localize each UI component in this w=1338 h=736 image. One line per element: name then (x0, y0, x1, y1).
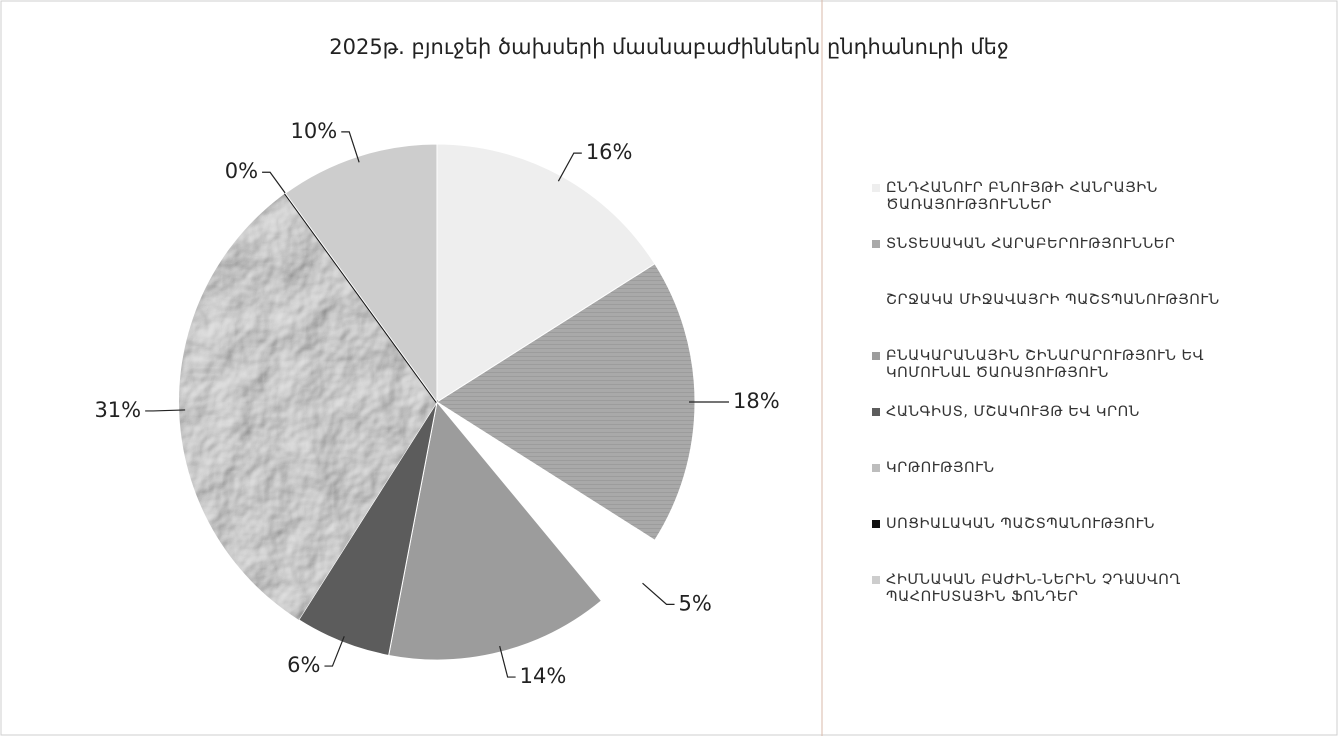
legend-label: ՀԱՆԳԻՍՏ, ՄՇԱԿՈՒՅԹ ԵՎ ԿՐՈՆ (886, 404, 1140, 420)
legend-label: ՍՈՑԻԱԼԱԿԱՆ ՊԱՇՏՊԱՆՈՒԹՅՈՒՆ (886, 516, 1155, 532)
data-label: 16% (586, 140, 633, 164)
leader-line (262, 171, 290, 199)
legend-item: ՀԱՆԳԻՍՏ, ՄՇԱԿՈՒՅԹ ԵՎ ԿՐՈՆ (872, 404, 1272, 460)
leader-line (145, 409, 186, 412)
leader-line (324, 636, 345, 667)
legend-item: ՀԻՄՆԱԿԱՆ ԲԱԺԻՆ-ՆԵՐԻՆ ՉԴԱՍՎՈՂ ՊԱՀՈՒՍՏԱՅԻՆ… (872, 572, 1272, 628)
leader-line (341, 131, 360, 163)
legend-swatch (872, 184, 880, 192)
data-label: 14% (520, 664, 567, 688)
legend-swatch (872, 464, 880, 472)
data-label: 5% (679, 591, 712, 615)
leader-line (499, 645, 516, 678)
legend-swatch (872, 296, 880, 304)
slice-texture (178, 193, 437, 620)
legend-label: ԲՆԱԿԱՐԱՆԱՅԻՆ ՇԻՆԱՐԱՐՈՒԹՅՈՒՆ ԵՎ ԿՈՄՈՒՆԱԼ … (886, 348, 1205, 381)
data-label: 31% (94, 398, 141, 422)
legend-item: ՏՆՏԵՍԱԿԱՆ ՀԱՐԱԲԵՐՈՒԹՅՈՒՆՆԵՐ (872, 236, 1272, 292)
legend-label: ՀԻՄՆԱԿԱՆ ԲԱԺԻՆ-ՆԵՐԻՆ ՉԴԱՍՎՈՂ ՊԱՀՈՒՍՏԱՅԻՆ… (886, 572, 1181, 605)
legend-label: ՏՆՏԵՍԱԿԱՆ ՀԱՐԱԲԵՐՈՒԹՅՈՒՆՆԵՐ (886, 236, 1176, 252)
legend-swatch (872, 408, 880, 416)
legend-item: ՇՐՋԱԿԱ ՄԻՋԱՎԱՅՐԻ ՊԱՇՏՊԱՆՈՒԹՅՈՒՆ (872, 292, 1272, 348)
leader-line (642, 582, 675, 605)
legend-label: ԿՐԹՈՒԹՅՈՒՆ (886, 460, 995, 476)
legend-item: ԿՐԹՈՒԹՅՈՒՆ (872, 460, 1272, 516)
legend: ԸՆԴՀԱՆՈՒՐ ԲՆՈՒՅԹԻ ՀԱՆՐԱՅԻՆ ԾԱՌԱՅՈՒԹՅՈՒՆՆ… (872, 180, 1272, 628)
legend-swatch (872, 352, 880, 360)
data-label: 18% (733, 389, 780, 413)
legend-label: ԸՆԴՀԱՆՈՒՐ ԲՆՈՒՅԹԻ ՀԱՆՐԱՅԻՆ ԾԱՌԱՅՈՒԹՅՈՒՆՆ… (886, 180, 1158, 213)
legend-item: ՍՈՑԻԱԼԱԿԱՆ ՊԱՇՏՊԱՆՈՒԹՅՈՒՆ (872, 516, 1272, 572)
data-label: 10% (291, 119, 338, 143)
legend-swatch (872, 240, 880, 248)
data-label: 0% (225, 159, 258, 183)
data-label: 6% (287, 653, 320, 677)
chart-title: 2025թ. բյուջեի ծախսերի մասնաբաժիններն ըն… (329, 35, 1009, 59)
legend-item: ԲՆԱԿԱՐԱՆԱՅԻՆ ՇԻՆԱՐԱՐՈՒԹՅՈՒՆ ԵՎ ԿՈՄՈՒՆԱԼ … (872, 348, 1272, 404)
leader-line (557, 152, 582, 182)
legend-swatch (872, 520, 880, 528)
legend-swatch (872, 576, 880, 584)
pie: 16% 18% 5% 14% 6% 31% 0% 10% (94, 119, 779, 688)
legend-label: ՇՐՋԱԿԱ ՄԻՋԱՎԱՅՐԻ ՊԱՇՏՊԱՆՈՒԹՅՈՒՆ (886, 292, 1220, 308)
legend-item: ԸՆԴՀԱՆՈՒՐ ԲՆՈՒՅԹԻ ՀԱՆՐԱՅԻՆ ԾԱՌԱՅՈՒԹՅՈՒՆՆ… (872, 180, 1272, 236)
